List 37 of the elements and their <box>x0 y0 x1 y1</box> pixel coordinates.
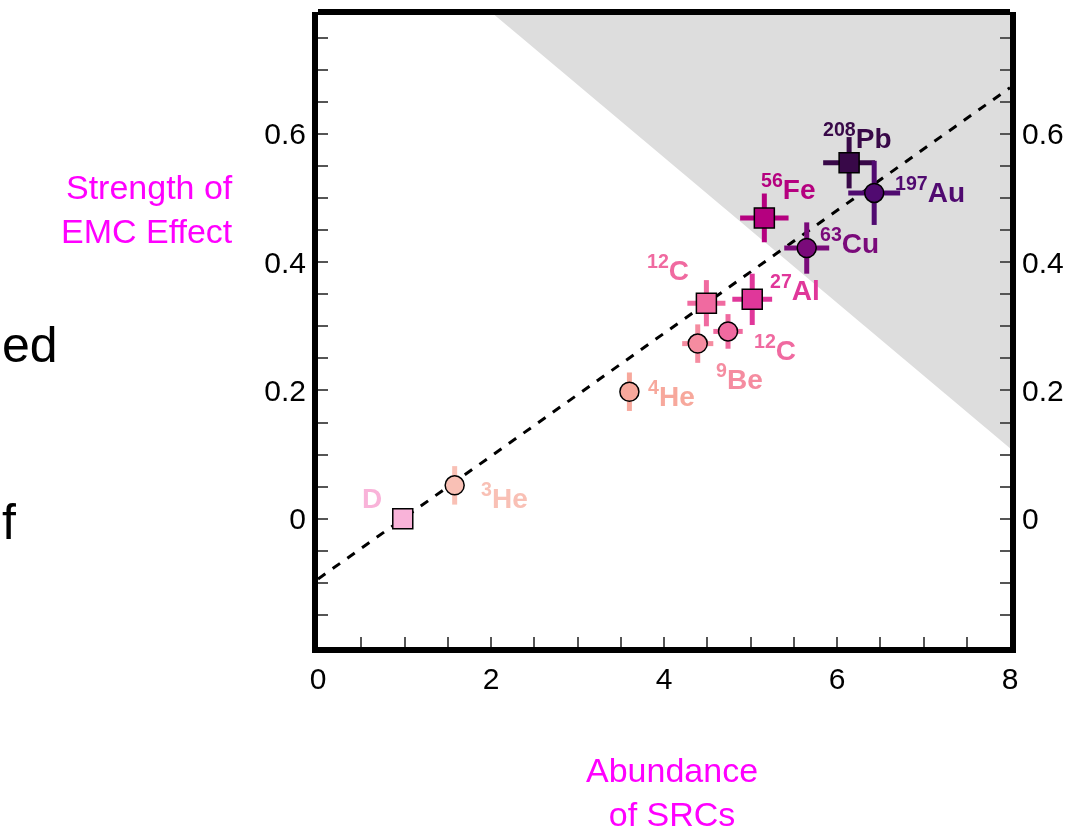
point <box>796 237 817 259</box>
y-axis-title: Strength of EMC Effect <box>61 168 233 251</box>
annotation: $^{12}$C <box>647 250 690 286</box>
annotation: $^{3}$He <box>481 478 528 514</box>
text: f <box>2 494 16 550</box>
text: ed <box>2 317 58 373</box>
point <box>741 288 763 311</box>
y2-tick-label: 0 <box>1022 502 1039 536</box>
annotation: $^{63}$Cu <box>820 223 880 259</box>
point <box>392 507 414 530</box>
x-tick-label: 0 <box>309 662 327 695</box>
annotation: $^{56}$Fe <box>761 169 816 205</box>
y-tick-label: 0.6 <box>264 117 306 151</box>
x-tick-label: 2 <box>482 662 500 695</box>
point <box>687 333 708 354</box>
x-tick-label: 6 <box>828 662 846 695</box>
y2-tick-label: 0.2 <box>1022 373 1064 407</box>
x-tick-label: 8 <box>1001 662 1019 695</box>
y2-tick-label: 0.4 <box>1022 245 1064 279</box>
y2-tick-label: 0.6 <box>1022 117 1064 151</box>
point <box>838 151 860 174</box>
y-tick-label: 0 <box>289 502 306 536</box>
annotation: D <box>362 483 383 514</box>
annotation: $^{4}$He <box>648 376 695 412</box>
point <box>717 321 739 342</box>
point <box>695 292 718 314</box>
y-tick-label: 0.2 <box>264 373 306 407</box>
annotation: $^{27}$Al <box>770 270 820 306</box>
point <box>753 207 776 229</box>
annotation: $^{197}$Au <box>895 172 966 208</box>
x-axis-title: Abundance of SRCs <box>586 751 759 826</box>
y-tick-label: 0.4 <box>264 245 306 279</box>
point <box>444 475 465 496</box>
annotation: $^{208}$Pb <box>823 118 892 154</box>
x-tick-label: 4 <box>655 662 673 695</box>
point <box>863 182 885 204</box>
point <box>619 381 640 402</box>
